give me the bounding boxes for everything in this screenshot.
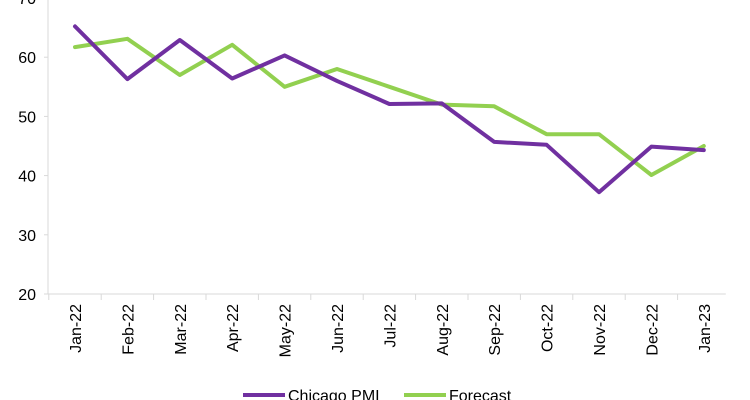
y-tick-label: 20	[18, 287, 36, 304]
x-tick-label: May-22	[278, 304, 295, 357]
x-tick-label: Jan-23	[697, 304, 714, 353]
x-tick-label: Aug-22	[435, 304, 452, 356]
y-tick-label: 50	[18, 109, 36, 126]
x-tick-label: Jun-22	[330, 304, 347, 353]
y-tick-label: 30	[18, 228, 36, 245]
x-tick-label: Nov-22	[592, 304, 609, 356]
legend-label: Chicago PMI	[288, 388, 380, 400]
x-tick-label: Dec-22	[644, 304, 661, 356]
x-tick-label: Feb-22	[120, 304, 137, 355]
x-tick-label: Oct-22	[540, 304, 557, 352]
y-tick-label: 70	[18, 0, 36, 8]
series-line-forecast	[73, 36, 706, 177]
x-tick-label: Sep-22	[487, 304, 504, 356]
x-tick-label: Apr-22	[225, 304, 242, 352]
x-tick-label: Jan-22	[68, 304, 85, 353]
legend-label: Forecast	[449, 388, 512, 400]
x-tick-label: Jul-22	[382, 304, 399, 348]
x-tick-label: Mar-22	[173, 304, 190, 355]
y-tick-label: 60	[18, 50, 36, 67]
series-line-chicago-pmi	[73, 24, 706, 195]
y-tick-label: 40	[18, 169, 36, 186]
